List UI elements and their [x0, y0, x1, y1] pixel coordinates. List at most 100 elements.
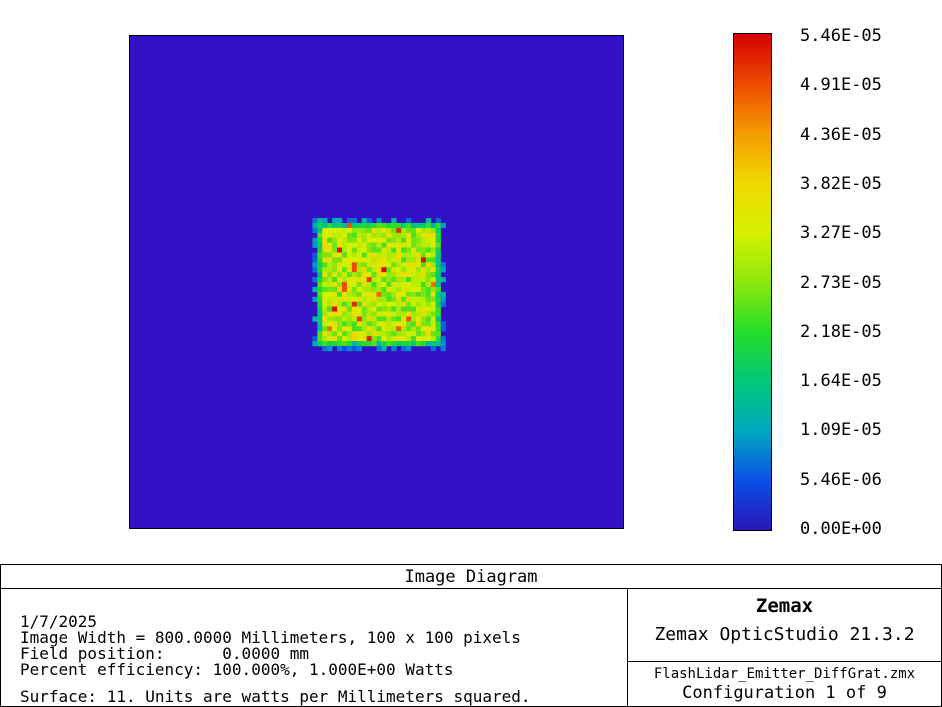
heatmap-cell — [430, 237, 436, 243]
heatmap-cell — [361, 331, 367, 337]
heatmap-cell — [440, 222, 446, 229]
heatmap-cell — [337, 262, 343, 268]
heatmap-cell — [396, 296, 402, 302]
heatmap-cell — [381, 222, 387, 229]
heatmap-cell — [322, 341, 328, 347]
heatmap-cell — [361, 267, 367, 273]
heatmap-cell — [356, 321, 363, 327]
heatmap-cell — [332, 282, 338, 288]
heatmap-cell — [366, 321, 372, 327]
colorbar-tick-label: 1.09E-05 — [800, 420, 882, 441]
heatmap-cell — [391, 321, 397, 327]
heatmap-cell — [322, 232, 328, 239]
heatmap-cell — [327, 311, 333, 317]
heatmap-cell — [361, 336, 367, 342]
heatmap-cell — [381, 291, 387, 298]
heatmap-cell — [346, 242, 353, 248]
heatmap-cell — [391, 306, 397, 312]
heatmap-cell — [425, 237, 432, 243]
heatmap-cell — [430, 247, 436, 253]
heatmap-cell — [376, 331, 382, 337]
file-name: FlashLidar_Emitter_DiffGrat.zmx — [653, 666, 916, 682]
heatmap-cell — [396, 282, 402, 288]
heatmap-cell — [391, 336, 397, 342]
heatmap-cell — [317, 277, 323, 283]
heatmap-cell — [425, 277, 432, 283]
heatmap-cell — [332, 242, 338, 248]
heatmap-cell — [386, 296, 392, 302]
heatmap-cell — [371, 316, 377, 322]
heatmap-cell — [341, 262, 348, 268]
heatmap-cell — [411, 341, 417, 347]
heatmap-cell — [406, 345, 412, 352]
heatmap-cell — [401, 301, 407, 307]
heatmap-cell — [317, 291, 323, 298]
heatmap-cell — [332, 277, 338, 283]
heatmap-cell — [401, 262, 407, 268]
heatmap-cell — [425, 341, 432, 347]
heatmap-cell — [435, 257, 441, 263]
heatmap-cell — [317, 222, 323, 229]
heatmap-cell — [396, 336, 402, 342]
heatmap-cell — [371, 277, 377, 283]
heatmap-cell — [386, 272, 392, 278]
heatmap-cell — [406, 252, 412, 258]
heatmap-cell — [322, 272, 328, 278]
heatmap-cell — [317, 306, 323, 312]
heatmap-cell — [322, 247, 328, 253]
heatmap-cell — [425, 306, 432, 312]
heatmap-cell — [420, 232, 427, 239]
heatmap-cell — [312, 227, 318, 234]
heatmap-cell — [346, 257, 353, 263]
heatmap-cell — [332, 331, 338, 337]
heatmap-cell — [425, 252, 432, 258]
heatmap-cell — [312, 277, 318, 283]
heatmap-cell — [381, 267, 387, 273]
heatmap-cell — [356, 262, 363, 268]
heatmap-cell — [420, 336, 427, 342]
heatmap-cell — [322, 237, 328, 243]
heatmap-cell — [341, 341, 348, 347]
heatmap-cell — [411, 232, 417, 239]
heatmap-cell — [322, 296, 328, 302]
heatmap-cell — [401, 227, 407, 234]
heatmap-cell — [386, 262, 392, 268]
heatmap-cell — [435, 296, 441, 302]
colorbar-tick-label: 4.36E-05 — [800, 124, 882, 145]
heatmap-cell — [376, 252, 382, 258]
heatmap-cell — [381, 336, 387, 342]
heatmap-cell — [366, 331, 372, 337]
heatmap-cell — [411, 326, 417, 332]
heatmap-cell — [425, 262, 432, 268]
heatmap-cell — [391, 222, 397, 229]
heatmap-cell — [396, 306, 402, 312]
heatmap-cell — [356, 282, 363, 288]
heatmap-cell — [430, 252, 436, 258]
heatmap-cell — [361, 257, 367, 263]
heatmap-cell — [317, 311, 323, 317]
heatmap-cell — [361, 291, 367, 298]
panel-title: Image Diagram — [1, 565, 941, 589]
heatmap-cell — [381, 227, 387, 234]
heatmap-cell — [401, 267, 407, 273]
heatmap-cell — [376, 277, 382, 283]
heatmap-cell — [371, 247, 377, 253]
heatmap-cell — [361, 296, 367, 302]
heatmap-cell — [415, 286, 422, 293]
heatmap-cell — [435, 227, 441, 234]
heatmap-cell — [406, 227, 412, 234]
heatmap-cell — [366, 296, 372, 302]
heatmap-cell — [346, 252, 353, 258]
heatmap-cell — [401, 242, 407, 248]
heatmap-cell — [337, 232, 343, 239]
heatmap-cell — [366, 336, 372, 342]
heatmap-cell — [415, 232, 422, 239]
heatmap-cell — [337, 222, 343, 229]
heatmap-cell — [386, 242, 392, 248]
heatmap-cell — [366, 326, 372, 332]
heatmap-cell — [351, 227, 358, 234]
heatmap-cell — [366, 267, 372, 273]
heatmap-cell — [376, 306, 382, 312]
heatmap-cell — [376, 326, 382, 332]
heatmap-cell — [317, 336, 323, 342]
